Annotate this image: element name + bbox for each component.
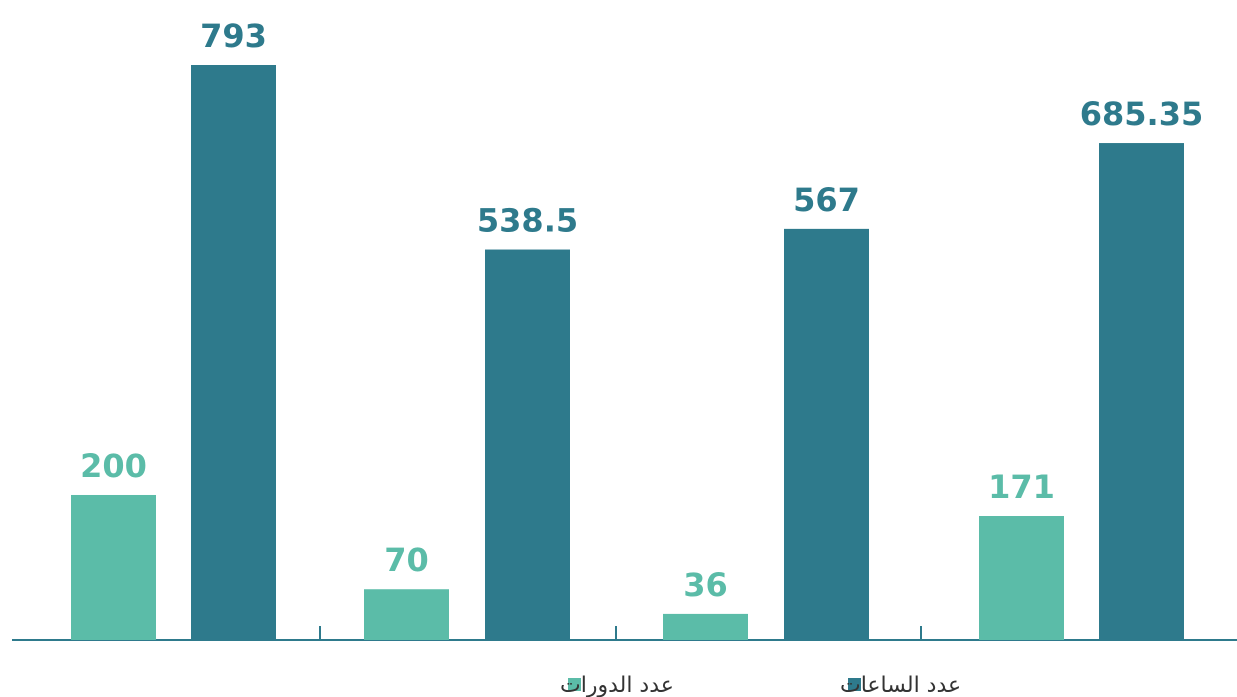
value-label: 793 — [200, 17, 267, 55]
value-label: 685.35 — [1080, 95, 1203, 133]
bar — [71, 494, 156, 640]
bar — [364, 589, 449, 640]
legend-label: عدد الساعات — [840, 673, 961, 697]
value-label: 36 — [683, 566, 728, 604]
bar — [485, 249, 570, 641]
bar — [663, 613, 748, 640]
value-label: 200 — [80, 447, 147, 485]
value-label: 70 — [384, 541, 429, 579]
bar — [1099, 143, 1184, 640]
value-label: 538.5 — [477, 202, 578, 240]
legend-swatch — [848, 678, 861, 691]
legend-swatch — [568, 678, 581, 691]
bar — [784, 228, 869, 640]
value-label: 171 — [988, 468, 1055, 506]
bar — [191, 65, 276, 640]
value-label: 567 — [793, 181, 860, 219]
bar — [979, 516, 1064, 640]
legend-label: عدد الدورات — [560, 673, 674, 697]
